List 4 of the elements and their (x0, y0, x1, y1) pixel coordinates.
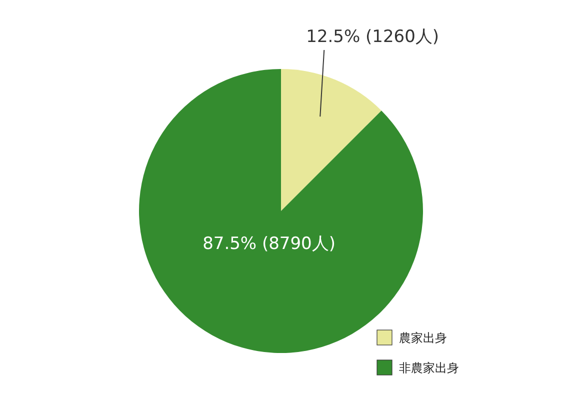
data-label: 12.5% (1260人) (306, 27, 440, 47)
data-label: 87.5% (8790人) (202, 234, 336, 254)
legend-label: 農家出身 (399, 331, 447, 345)
legend-label: 非農家出身 (399, 361, 459, 375)
